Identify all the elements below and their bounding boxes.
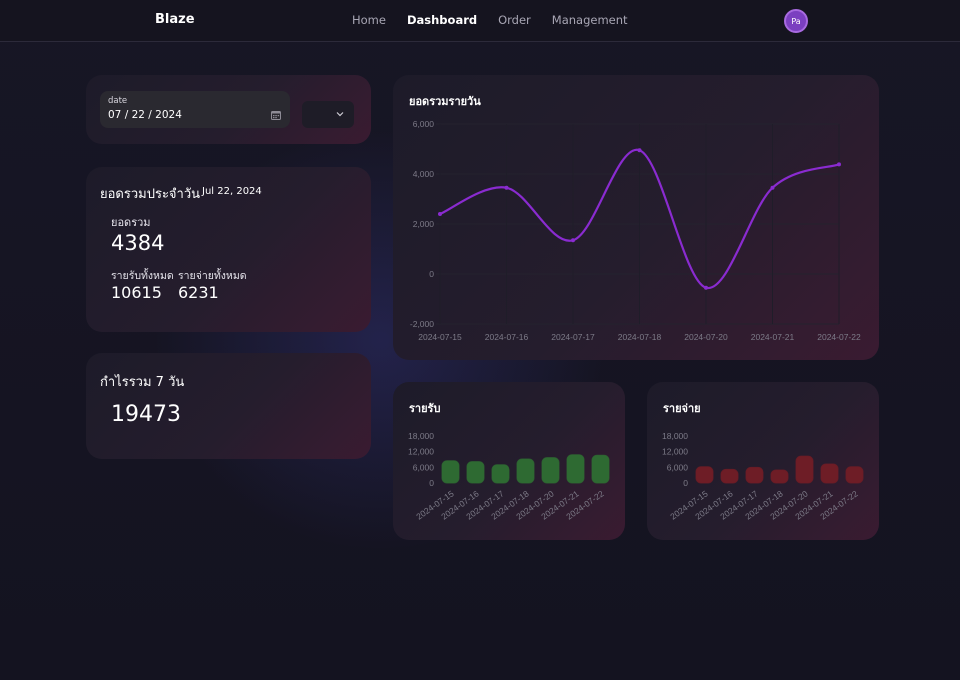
y-tick-label: 18,000 (662, 431, 688, 441)
x-tick-label: 2024-07-22 (817, 332, 861, 342)
x-tick-label: 2024-07-18 (618, 332, 662, 342)
daily-summary-card: ยอดรวมประจำวัน Jul 22, 2024 ยอดรวม 4384 … (86, 167, 371, 332)
date-filter-card: date 07 / 22 / 2024 (86, 75, 371, 144)
bar (516, 458, 535, 484)
user-avatar[interactable]: Pa (784, 9, 808, 33)
y-tick-label: 2,000 (413, 219, 435, 229)
bar (541, 457, 560, 484)
bar (591, 454, 610, 484)
y-tick-label: 12,000 (662, 447, 688, 457)
y-tick-label: 6,000 (413, 462, 435, 472)
bar (720, 468, 739, 484)
data-point (438, 212, 442, 216)
profit-title: กำไรรวม 7 วัน (100, 375, 185, 390)
chevron-down-icon (336, 112, 344, 117)
income-chart-card: รายรับ 18,000 12,000 6,000 0 2024-07-15 2024-… (393, 382, 625, 540)
date-input[interactable]: date 07 / 22 / 2024 (100, 91, 290, 128)
y-tick-label: 18,000 (408, 431, 434, 441)
bar (745, 466, 764, 484)
data-point (504, 185, 509, 190)
bar (566, 454, 585, 484)
line-chart-title: ยอดรวมรายวัน (409, 95, 481, 108)
income-total-value: 10615 (111, 283, 162, 302)
y-tick-label: -2,000 (410, 319, 434, 329)
data-point (837, 162, 841, 167)
data-point (770, 185, 775, 190)
nav-dashboard[interactable]: Dashboard (406, 13, 478, 27)
line-chart: 6,000 4,000 2,000 0 -2,000 2024-07-15 2024-07-… (410, 119, 861, 342)
x-tick-label: 2024-07-21 (751, 332, 795, 342)
daily-summary-date: Jul 22, 2024 (202, 186, 262, 197)
expense-chart-card: รายจ่าย 18,000 12,000 6,000 0 2024-07-15 2024… (647, 382, 879, 540)
x-tick-label: 2024-07-20 (684, 332, 728, 342)
bar (466, 461, 485, 484)
expense-chart-title: รายจ่าย (663, 402, 701, 415)
bar (441, 460, 460, 484)
nav-management[interactable]: Management (551, 13, 628, 27)
expense-total-label: รายจ่ายทั้งหมด (178, 270, 247, 282)
y-tick-label: 4,000 (413, 169, 435, 179)
y-tick-label: 6,000 (667, 462, 689, 472)
total-value: 4384 (111, 231, 165, 255)
x-tick-label: 2024-07-17 (551, 332, 595, 342)
daily-total-chart-card: ยอดรวมรายวัน 6,000 4,000 2,000 0 -2,000 2024-… (393, 75, 879, 360)
y-tick-label: 12,000 (408, 447, 434, 457)
bar (795, 455, 814, 484)
y-tick-label: 0 (683, 478, 688, 488)
date-input-label: date (108, 96, 128, 106)
bar (695, 466, 714, 484)
bar (770, 469, 789, 484)
income-total-label: รายรับทั้งหมด (111, 270, 174, 282)
nav-order[interactable]: Order (498, 13, 531, 27)
data-point (571, 238, 575, 243)
date-input-value[interactable]: 07 / 22 / 2024 (108, 109, 182, 121)
nav-home[interactable]: Home (352, 13, 386, 27)
bar (845, 466, 864, 484)
income-bar-chart: 18,00012,0006,00002024-07-152024-07-1620… (408, 431, 610, 522)
x-tick-label: 2024-07-16 (485, 332, 529, 342)
expense-total-value: 6231 (178, 283, 219, 302)
y-tick-label: 6,000 (413, 119, 435, 129)
x-tick-label: 2024-07-15 (418, 332, 462, 342)
top-navbar: Blaze Home Dashboard Order Management Pa (0, 0, 960, 42)
calendar-icon[interactable] (271, 110, 281, 120)
bar (491, 464, 510, 484)
series-line (439, 149, 840, 289)
main-nav: Home Dashboard Order Management (352, 13, 628, 27)
profit-value: 19473 (111, 402, 181, 427)
profit-card: กำไรรวม 7 วัน 19473 (86, 353, 371, 459)
expense-bar-chart: 18,00012,0006,00002024-07-152024-07-1620… (662, 431, 864, 522)
total-label: ยอดรวม (111, 216, 151, 229)
y-tick-label: 0 (429, 269, 434, 279)
data-point (704, 285, 708, 290)
y-tick-label: 0 (429, 478, 434, 488)
data-point (637, 148, 642, 153)
income-chart-title: รายรับ (409, 402, 441, 415)
brand-logo[interactable]: Blaze (155, 12, 195, 27)
daily-summary-title: ยอดรวมประจำวัน (100, 187, 201, 202)
bar (820, 463, 839, 484)
range-select[interactable] (302, 101, 354, 128)
